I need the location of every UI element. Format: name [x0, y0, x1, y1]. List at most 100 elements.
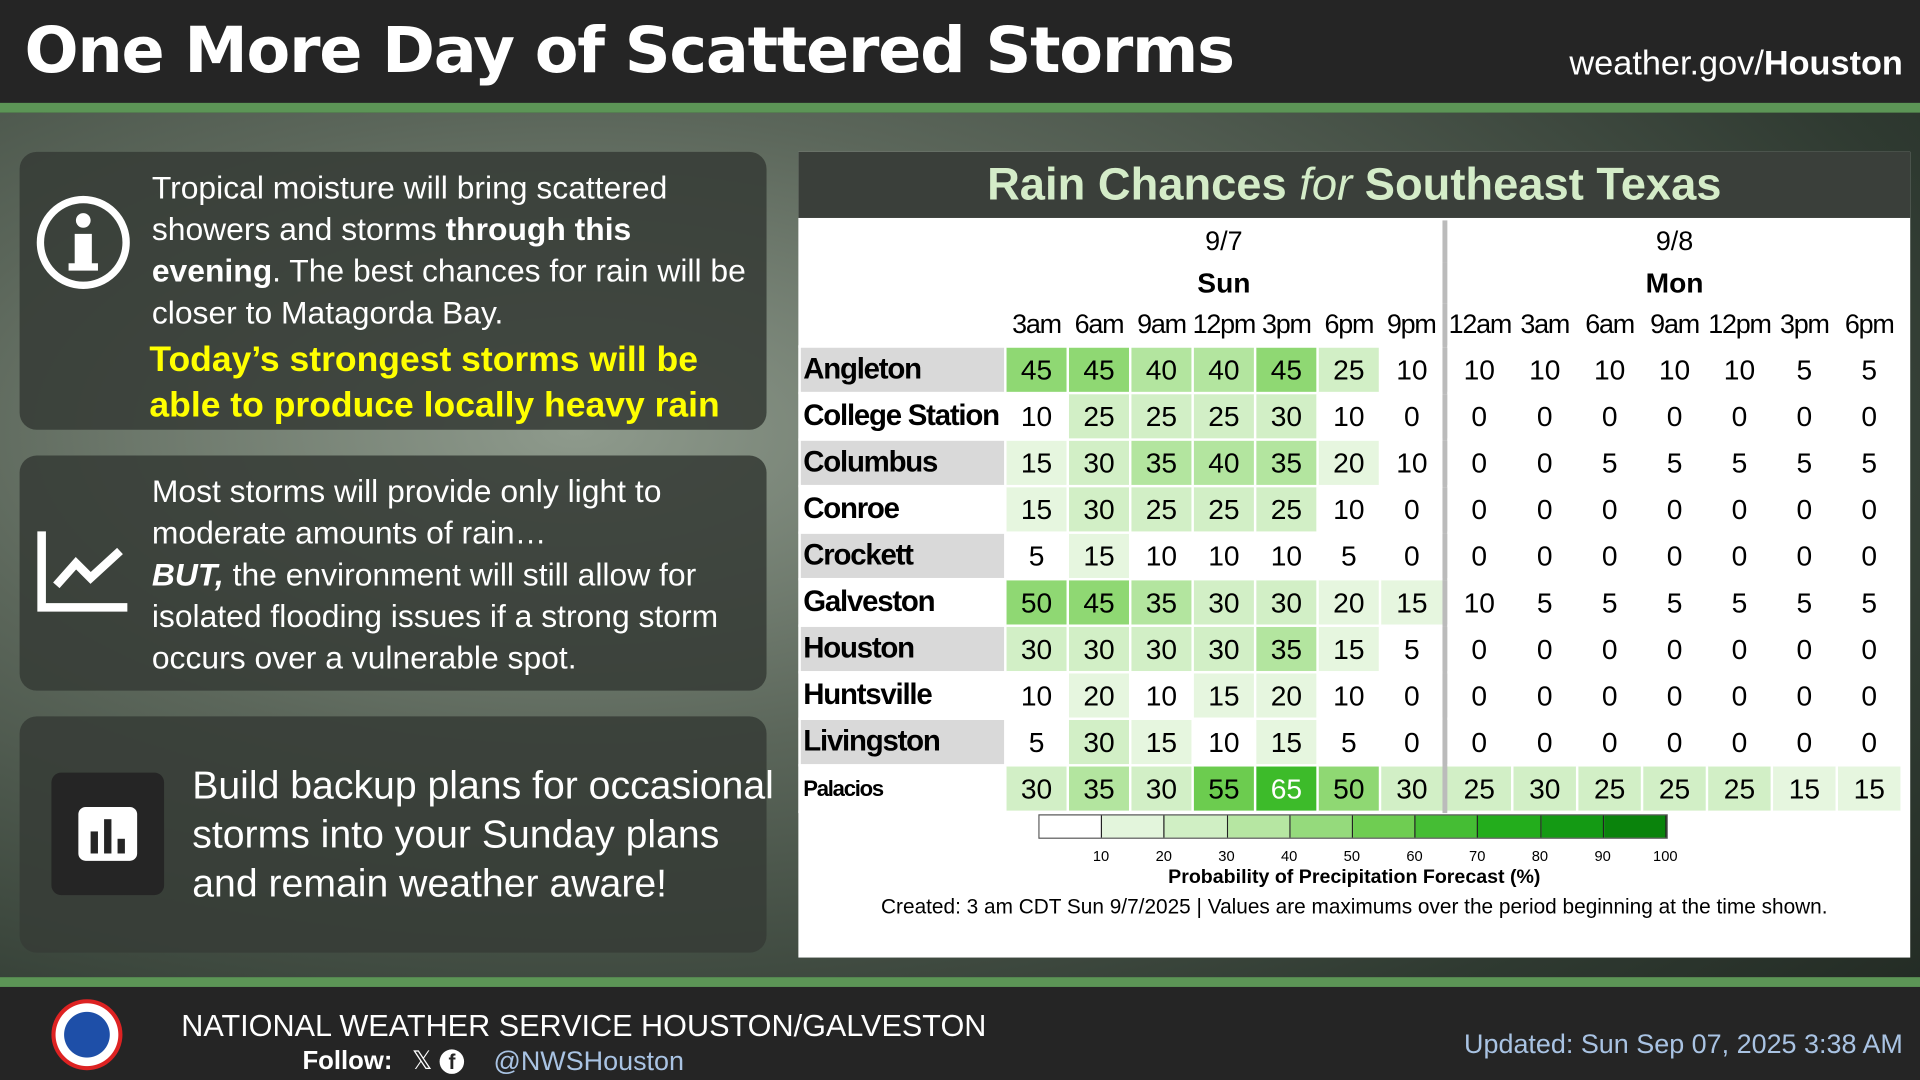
- pop-cell: 0: [1511, 484, 1579, 534]
- pop-cell: 20: [1316, 577, 1382, 627]
- pop-cell: 0: [1835, 671, 1903, 721]
- pop-cell: 0: [1705, 484, 1774, 534]
- city-name: College Station: [798, 391, 1007, 441]
- pop-cell: 30: [1066, 438, 1132, 488]
- bar-chart-icon: [51, 772, 165, 896]
- social-handle[interactable]: @NWSHouston: [493, 1045, 685, 1077]
- pop-cell: 0: [1511, 671, 1579, 721]
- pop-cell: 5: [1770, 438, 1839, 488]
- pop-cell: 0: [1511, 624, 1579, 674]
- time-header: 3pm: [1779, 308, 1830, 340]
- follow-label: Follow: 𝕏 f: [302, 1046, 465, 1077]
- pop-cell: 5: [1316, 531, 1382, 581]
- pop-cell: 35: [1128, 577, 1194, 627]
- pop-cell: 15: [1253, 717, 1319, 767]
- legend-swatch: [1415, 815, 1479, 838]
- office-name: NATIONAL WEATHER SERVICE HOUSTON/GALVEST…: [181, 1008, 987, 1044]
- city-name: Crockett: [798, 531, 1007, 581]
- pop-cell: 20: [1066, 671, 1132, 721]
- pop-cell: 5: [1378, 624, 1447, 674]
- pop-cell: 5: [1835, 438, 1903, 488]
- pop-cell: 30: [1253, 577, 1319, 627]
- facebook-icon[interactable]: f: [439, 1049, 465, 1074]
- pop-cell: 5: [1770, 577, 1839, 627]
- site-prefix: weather.gov/: [1569, 44, 1764, 83]
- pop-cell: 10: [1004, 391, 1069, 441]
- table-row: Galveston 50 45 35 30 30 20 15 10 5 5 5 5 5 5: [798, 577, 1903, 627]
- time-header: 9pm: [1386, 308, 1437, 340]
- pop-cell: 0: [1442, 717, 1514, 767]
- pop-cell: 25: [1253, 484, 1319, 534]
- pop-cell: 25: [1442, 764, 1514, 814]
- pop-cell: 25: [1128, 391, 1194, 441]
- pop-cell: 0: [1378, 671, 1447, 721]
- city-name: Palacios: [798, 764, 1007, 814]
- pop-cell: 10: [1128, 671, 1194, 721]
- time-header: 12pm: [1192, 308, 1257, 340]
- pop-cell: 0: [1640, 624, 1709, 674]
- pop-cell: 0: [1511, 438, 1579, 488]
- legend-swatch: [1353, 815, 1416, 838]
- legend-tick: 10: [1092, 847, 1110, 865]
- pop-cell: 0: [1442, 531, 1514, 581]
- time-header: 3am: [1520, 308, 1570, 340]
- pop-cell: 25: [1128, 484, 1194, 534]
- pop-cell: 5: [1511, 577, 1579, 627]
- rain-chances-table: 9/7 9/8 Sun Mon 3am 6am 9am 12pm 3pm 6pm 9pm 12am 3a…: [798, 220, 1903, 814]
- pop-cell: 45: [1066, 345, 1132, 395]
- pop-cell: 10: [1378, 438, 1447, 488]
- pop-cell: 10: [1191, 531, 1257, 581]
- pop-cell: 30: [1378, 764, 1447, 814]
- header-bar: One More Day of Scattered Storms weather…: [0, 0, 1920, 113]
- highlight-text: Today’s strongest storms will be able to…: [149, 340, 720, 425]
- pop-cell: 30: [1066, 624, 1132, 674]
- rain-chances-table-panel: Rain Chances for Southeast Texas 9/7 9/8 S…: [798, 151, 1911, 958]
- pop-cell: 15: [1316, 624, 1382, 674]
- pop-cell: 0: [1378, 484, 1447, 534]
- site-link[interactable]: weather.gov/Houston: [1569, 44, 1902, 83]
- pop-cell: 30: [1004, 764, 1069, 814]
- legend-tick: 20: [1155, 847, 1172, 865]
- pop-cell: 0: [1770, 531, 1839, 581]
- legend-tick: 100: [1653, 847, 1678, 865]
- pop-cell: 25: [1066, 391, 1132, 441]
- pop-cell: 20: [1253, 671, 1319, 721]
- pop-cell: 15: [1835, 764, 1903, 814]
- pop-cell: 5: [1835, 577, 1903, 627]
- x-icon[interactable]: 𝕏: [411, 1046, 433, 1076]
- info-icon: [36, 195, 130, 289]
- pop-cell: 0: [1378, 717, 1447, 767]
- pop-cell: 0: [1511, 531, 1579, 581]
- pop-cell: 10: [1511, 345, 1579, 395]
- pop-cell: 15: [1004, 438, 1069, 488]
- pop-cell: 25: [1316, 345, 1382, 395]
- pop-cell: 5: [1004, 531, 1069, 581]
- pop-cell: 5: [1575, 577, 1644, 627]
- pop-cell: 30: [1191, 624, 1257, 674]
- pop-cell: 65: [1253, 764, 1319, 814]
- pop-cell: 0: [1770, 717, 1839, 767]
- legend-title: Probability of Precipitation Forecast (%…: [1168, 866, 1541, 888]
- pop-cell: 30: [1511, 764, 1579, 814]
- table-row: Houston 30 30 30 30 35 15 5 0 0 0 0 0 0 0: [798, 624, 1903, 674]
- pop-cell: 10: [1191, 717, 1257, 767]
- pop-cell: 35: [1253, 438, 1319, 488]
- pop-cell: 0: [1835, 531, 1903, 581]
- created-note: Created: 3 am CDT Sun 9/7/2025 | Values …: [881, 895, 1828, 919]
- time-header: 6pm: [1844, 308, 1895, 340]
- pop-cell: 35: [1066, 764, 1132, 814]
- pop-cell: 0: [1640, 671, 1709, 721]
- pop-cell: 0: [1378, 531, 1447, 581]
- color-legend: [1038, 814, 1668, 839]
- pop-cell: 35: [1253, 624, 1319, 674]
- time-header: 9am: [1137, 308, 1187, 340]
- pop-cell: 10: [1316, 484, 1382, 534]
- pop-cell: 10: [1004, 671, 1069, 721]
- pop-cell: 25: [1191, 484, 1257, 534]
- pop-cell: 5: [1575, 438, 1644, 488]
- pop-cell: 15: [1191, 671, 1257, 721]
- legend-ticks: 10 20 30 40 50 60 70 80 90 100: [1038, 847, 1678, 867]
- legend-swatch: [1290, 815, 1354, 838]
- table-row: Conroe 15 30 25 25 25 10 0 0 0 0 0 0 0 0: [798, 484, 1903, 534]
- pop-cell: 30: [1128, 624, 1194, 674]
